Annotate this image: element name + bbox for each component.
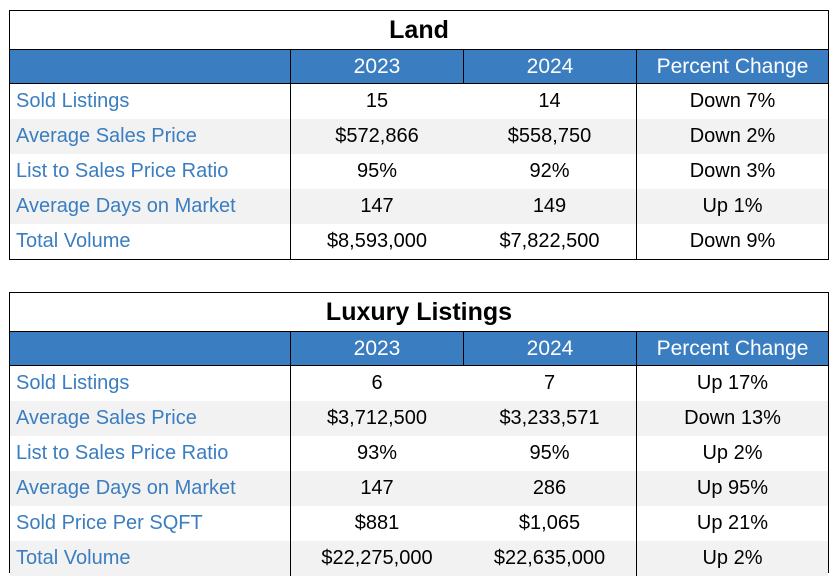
- row-label: Sold Listings: [16, 372, 130, 394]
- table-row: Average Days on Market 147 286 Up 95%: [10, 471, 828, 506]
- value-2023: $881: [290, 506, 463, 541]
- row-label: Average Sales Price: [16, 125, 197, 147]
- value-2024: $7,822,500: [499, 230, 600, 252]
- land-header-row: 2023 2024 Percent Change: [10, 50, 828, 84]
- header-2024: 2024: [463, 50, 636, 83]
- table-row: Sold Listings 6 7 Up 17%: [10, 366, 828, 401]
- land-table-title: Land: [10, 11, 828, 50]
- value-2024: $1,065: [518, 512, 581, 534]
- percent-change: Up 95%: [636, 471, 828, 506]
- value-2024: 14: [538, 90, 561, 112]
- percent-change: Down 3%: [636, 154, 828, 189]
- row-label: List to Sales Price Ratio: [16, 160, 229, 182]
- value-2023: 147: [290, 189, 463, 224]
- percent-change: Down 9%: [636, 224, 828, 259]
- luxury-table: Luxury Listings 2023 2024 Percent Change…: [9, 292, 829, 576]
- header-2023: 2023: [290, 332, 463, 365]
- luxury-table-title: Luxury Listings: [10, 293, 828, 332]
- table-row: Sold Listings 15 14 Down 7%: [10, 84, 828, 119]
- value-2023: $3,712,500: [290, 401, 463, 436]
- row-label: Sold Price Per SQFT: [16, 512, 203, 534]
- value-2024: 7: [543, 372, 556, 394]
- row-label: Average Days on Market: [16, 195, 236, 217]
- percent-change: Down 7%: [636, 84, 828, 119]
- header-percent-change: Percent Change: [636, 332, 828, 365]
- row-label: Total Volume: [16, 547, 131, 569]
- header-empty: [10, 332, 290, 365]
- table-row: List to Sales Price Ratio 93% 95% Up 2%: [10, 436, 828, 471]
- value-2023: $572,866: [290, 119, 463, 154]
- table-row: Average Days on Market 147 149 Up 1%: [10, 189, 828, 224]
- header-2024: 2024: [463, 332, 636, 365]
- row-label: Total Volume: [16, 230, 131, 252]
- row-label: Sold Listings: [16, 90, 130, 112]
- value-2023: 95%: [290, 154, 463, 189]
- percent-change: Up 17%: [636, 366, 828, 401]
- row-label: List to Sales Price Ratio: [16, 442, 229, 464]
- luxury-table-body: Sold Listings 6 7 Up 17% Average Sales Price…: [10, 366, 828, 576]
- value-2023: 15: [290, 84, 463, 119]
- value-2024: 92%: [529, 160, 570, 182]
- header-empty: [10, 50, 290, 83]
- header-percent-change: Percent Change: [636, 50, 828, 83]
- value-2023: 147: [290, 471, 463, 506]
- value-2023: 6: [290, 366, 463, 401]
- value-2023: $8,593,000: [290, 224, 463, 259]
- table-row: Total Volume $22,275,000 $22,635,000 Up 2%: [10, 541, 828, 576]
- table-row: Average Sales Price $3,712,500 $3,233,571 D…: [10, 401, 828, 436]
- table-row: List to Sales Price Ratio 95% 92% Down 3%: [10, 154, 828, 189]
- value-2024: 95%: [529, 442, 570, 464]
- value-2024: $3,233,571: [499, 407, 600, 429]
- value-2024: 286: [532, 477, 567, 499]
- percent-change: Up 21%: [636, 506, 828, 541]
- row-label: Average Sales Price: [16, 407, 197, 429]
- percent-change: Down 13%: [636, 401, 828, 436]
- percent-change: Up 1%: [636, 189, 828, 224]
- header-2023: 2023: [290, 50, 463, 83]
- row-label: Average Days on Market: [16, 477, 236, 499]
- value-2024: $558,750: [507, 125, 592, 147]
- table-row: Average Sales Price $572,866 $558,750 Down …: [10, 119, 828, 154]
- table-row: Total Volume $8,593,000 $7,822,500 Down 9%: [10, 224, 828, 259]
- luxury-header-row: 2023 2024 Percent Change: [10, 332, 828, 366]
- land-table: Land 2023 2024 Percent Change Sold Listi…: [9, 10, 829, 260]
- percent-change: Up 2%: [636, 436, 828, 471]
- value-2024: 149: [532, 195, 567, 217]
- value-2023: $22,275,000: [290, 541, 463, 576]
- percent-change: Down 2%: [636, 119, 828, 154]
- table-row: Sold Price Per SQFT $881 $1,065 Up 21%: [10, 506, 828, 541]
- value-2023: 93%: [290, 436, 463, 471]
- percent-change: Up 2%: [636, 541, 828, 576]
- value-2024: $22,635,000: [493, 547, 606, 569]
- land-table-body: Sold Listings 15 14 Down 7% Average Sales Pr…: [10, 84, 828, 259]
